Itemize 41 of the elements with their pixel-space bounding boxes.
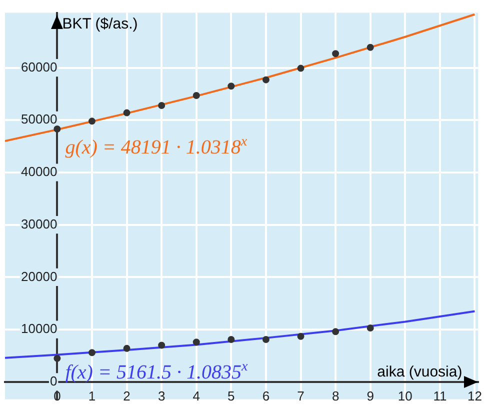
point: [228, 336, 235, 344]
point: [297, 332, 304, 340]
point: [297, 64, 304, 72]
point: [88, 118, 96, 125]
y-tick-label: 0: [50, 374, 58, 388]
x-axis-title: aika (vuosia): [377, 364, 462, 381]
point: [332, 50, 340, 58]
x-tick-label: 10: [398, 388, 412, 404]
point: [192, 92, 200, 100]
x-tick-label: 1: [88, 388, 96, 404]
y-tick-label: 40000: [21, 164, 58, 180]
x-tick-label: 11: [433, 388, 447, 404]
x-tick-label: 7: [297, 388, 304, 404]
y-tick-label: 20000: [21, 268, 58, 284]
y-tick-label: 50000: [21, 112, 58, 127]
y-tick-label: 10000: [21, 321, 58, 336]
x-tick-label: 12: [468, 388, 482, 404]
point: [262, 336, 270, 344]
x-tick-label: 5: [228, 388, 235, 404]
y-tick-label: 60000: [21, 59, 58, 74]
point: [54, 354, 61, 362]
point: [366, 44, 374, 51]
y-axis-title: BKT ($/as.): [62, 15, 138, 32]
x-tick-label: 2: [123, 388, 130, 404]
point: [123, 109, 130, 116]
x-tick-label: 8: [332, 388, 340, 404]
point: [366, 324, 374, 332]
point: [192, 338, 200, 346]
point: [158, 102, 166, 109]
point: [88, 349, 96, 356]
point: [332, 328, 340, 336]
x-tick-label: 3: [158, 388, 166, 404]
x-tick-label: 9: [366, 388, 374, 404]
point: [262, 76, 270, 84]
point: [158, 342, 166, 349]
y-tick-label: 30000: [21, 216, 58, 232]
point: [54, 126, 61, 133]
x-tick-label: 4: [192, 388, 200, 404]
x-tick-label: 6: [262, 388, 270, 404]
point: [123, 344, 130, 352]
point: [228, 82, 235, 90]
